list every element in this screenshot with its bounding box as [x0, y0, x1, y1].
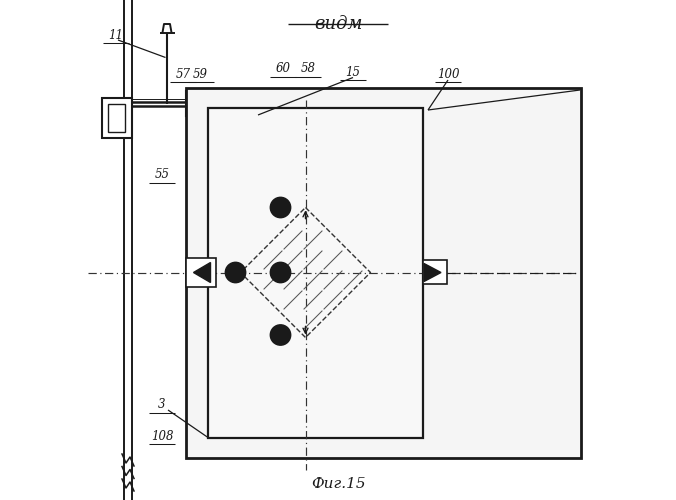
Circle shape	[278, 270, 283, 275]
Text: видм: видм	[314, 15, 362, 33]
Bar	[204, 89, 231, 118]
Circle shape	[278, 332, 283, 338]
Text: 60: 60	[276, 62, 291, 76]
Polygon shape	[424, 264, 441, 281]
Text: 108: 108	[151, 430, 173, 442]
Bar	[185, 258, 216, 286]
Text: 100: 100	[437, 68, 459, 80]
Bar	[108, 104, 124, 132]
Bar	[208, 108, 423, 438]
Text: 55: 55	[155, 168, 170, 181]
Circle shape	[278, 205, 283, 210]
Bar	[185, 88, 581, 458]
Circle shape	[270, 325, 291, 345]
Bar	[186, 92, 204, 116]
Bar	[272, 92, 290, 116]
Circle shape	[233, 270, 238, 275]
Polygon shape	[193, 262, 210, 282]
Text: 3: 3	[158, 398, 166, 411]
Text: Фиг.15: Фиг.15	[311, 478, 365, 492]
Circle shape	[226, 262, 245, 282]
Text: 11: 11	[108, 28, 123, 42]
Bar	[290, 89, 318, 118]
Circle shape	[270, 262, 291, 282]
Bar	[423, 260, 447, 284]
Text: 58: 58	[301, 62, 316, 76]
Bar	[102, 98, 132, 138]
Text: 15: 15	[345, 66, 360, 79]
Text: 59: 59	[193, 68, 208, 80]
Circle shape	[270, 198, 291, 218]
Text: 57: 57	[176, 68, 191, 80]
